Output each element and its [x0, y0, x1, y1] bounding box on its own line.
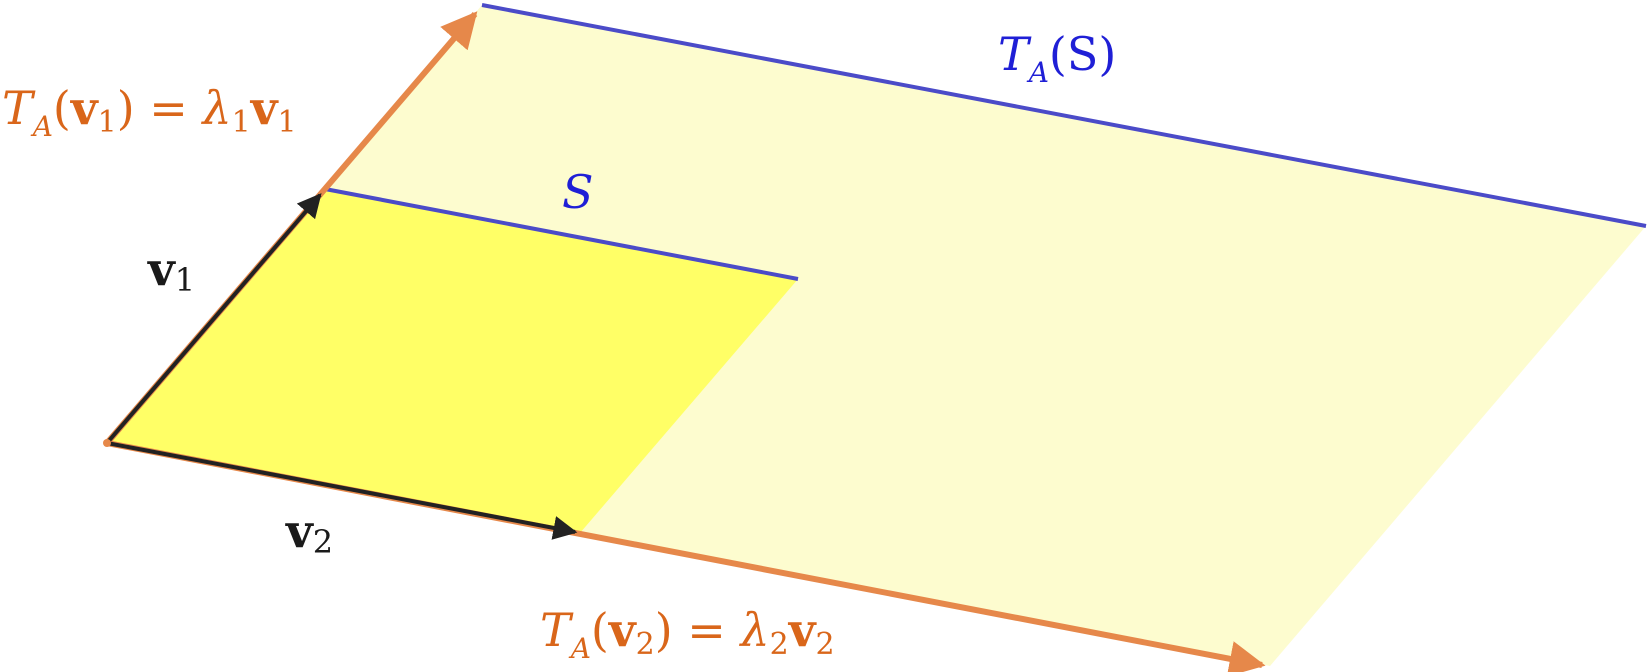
image-region-edge	[481, 3, 1647, 228]
v1-arrow	[105, 193, 322, 445]
v2-label: v2	[285, 504, 333, 561]
image-v1-label: TA(v1) = λ1v1	[2, 81, 297, 143]
region-fill	[107, 189, 798, 533]
region-edge	[324, 187, 799, 281]
region-label: S	[562, 165, 594, 219]
v1-label: v1	[147, 242, 195, 299]
image-region-label: TA(S)	[998, 27, 1116, 89]
image-v2-label: TA(v2) = λ2v2	[540, 603, 835, 665]
origin-point	[103, 439, 111, 447]
v2-arrow	[106, 441, 578, 540]
